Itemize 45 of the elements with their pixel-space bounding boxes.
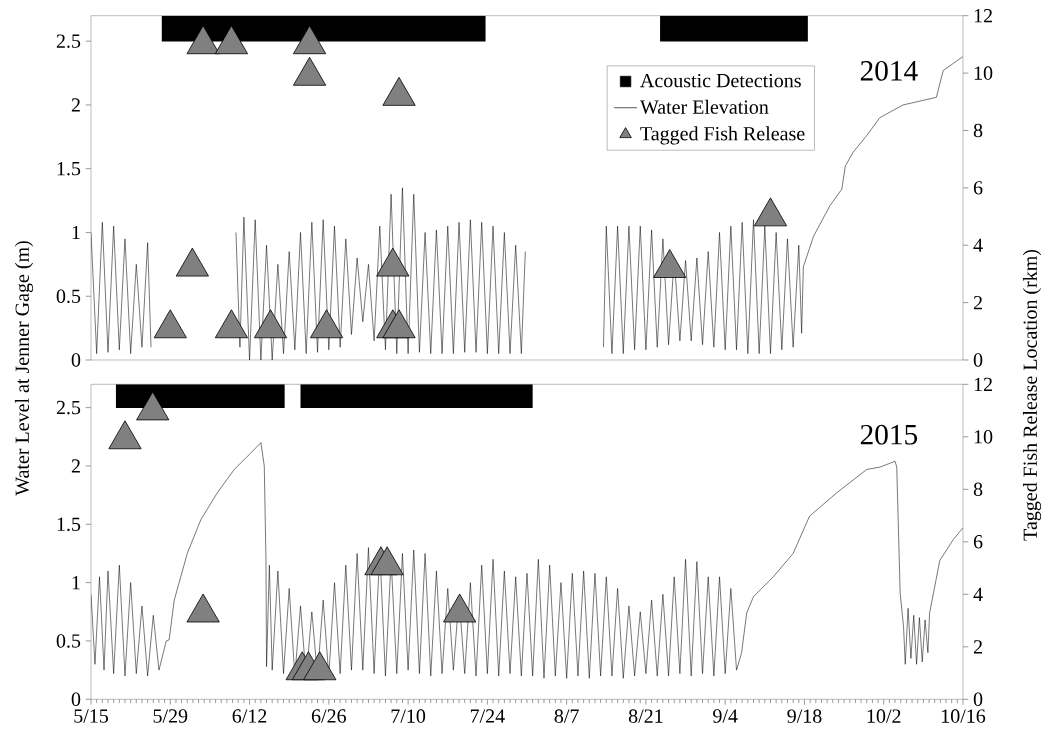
x-tick-label: 10/16	[941, 709, 986, 723]
text: 2014	[860, 60, 918, 81]
y2-tick-label: 6	[973, 181, 983, 195]
y-tick-label: 0	[71, 353, 81, 367]
y-tick-label: 1.5	[57, 517, 81, 532]
x-tick-label: 5/15	[74, 709, 109, 723]
x-tick-label: 6/26	[311, 709, 347, 723]
y2-tick-label: 4	[973, 238, 983, 252]
y-tick-label: 1	[72, 576, 80, 590]
x-tick-label: 8/21	[628, 709, 663, 723]
x-tick-label: 9/18	[787, 709, 822, 723]
y2-tick-label: 12	[974, 9, 992, 23]
legend-label: Water Elevation	[639, 99, 769, 114]
legend-label: Tagged Fish Release	[640, 126, 805, 145]
y-tick-label: 1.5	[57, 161, 81, 176]
legend-label: Acoustic Detections	[640, 73, 801, 88]
y-tick-label: 2.5	[56, 34, 81, 48]
y2-tick-label: 0	[973, 692, 983, 707]
y2-tick-label: 2	[973, 640, 982, 654]
y-tick-label: 2.5	[56, 400, 81, 415]
y2-tick-label: 8	[973, 123, 983, 138]
y-tick-label: 0.5	[56, 289, 81, 304]
x-tick-label: 6/12	[232, 709, 267, 723]
y2-tick-label: 0	[973, 353, 983, 367]
y-axis-title: Water Level at Jenner Gage (m)	[14, 241, 34, 496]
y2-tick-label: 10	[974, 66, 993, 80]
y2-tick-label: 10	[974, 430, 993, 444]
y-tick-label: 2	[71, 459, 80, 473]
y2-tick-label: 6	[973, 535, 983, 549]
y-tick-label: 1	[72, 225, 80, 240]
y-tick-label: 0.5	[56, 634, 81, 648]
y2-axis-title: Tagged Fish Release Location (rkm)	[1022, 249, 1042, 541]
x-tick-label: 8/7	[554, 709, 579, 723]
x-tick-label: 7/10	[391, 709, 426, 723]
y-tick-label: 0	[71, 692, 81, 707]
x-tick-label: 10/2	[867, 709, 901, 723]
y2-tick-label: 2	[973, 296, 982, 310]
x-tick-label: 9/4	[713, 709, 738, 723]
text: 2015	[860, 424, 918, 445]
y2-tick-label: 8	[973, 482, 983, 497]
y2-tick-label: 12	[974, 377, 992, 391]
y2-tick-label: 4	[973, 587, 983, 601]
x-tick-label: 5/29	[153, 709, 188, 723]
x-tick-label: 7/24	[470, 709, 505, 723]
y-tick-label: 2	[71, 98, 80, 112]
